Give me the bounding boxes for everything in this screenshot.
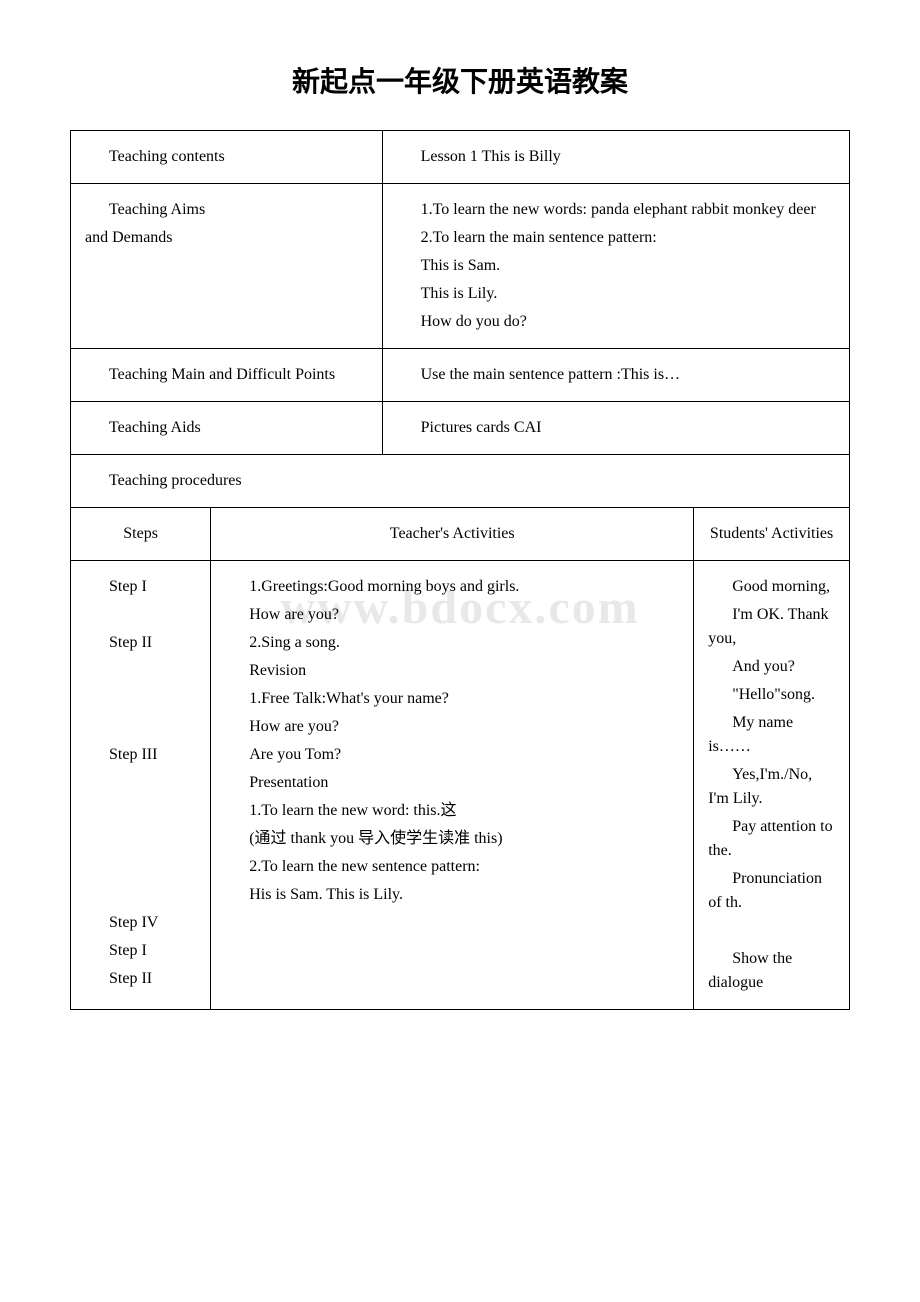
student-activity: My name is…… [708, 711, 835, 759]
teacher-activity: How are you? [225, 603, 679, 627]
teacher-activity: 1.Free Talk:What's your name? [225, 687, 679, 711]
column-header: Steps [123, 525, 158, 542]
teacher-activity: 2.Sing a song. [225, 631, 679, 655]
student-activity: Yes,I'm./No, I'm Lily. [708, 763, 835, 811]
step-label: Step I [85, 939, 196, 963]
teacher-activity: 1.Greetings:Good morning boys and girls. [225, 575, 679, 599]
cell-label: and Demands [85, 226, 368, 250]
student-activity: Show the dialogue [708, 947, 835, 995]
cell-value: Lesson 1 This is Billy [397, 145, 835, 169]
step-label: Step II [85, 967, 196, 991]
cell-value: Pictures cards CAI [397, 416, 835, 440]
table-row: Teaching Aims and Demands 1.To learn the… [71, 184, 850, 349]
lesson-plan-table: Teaching contents Lesson 1 This is Billy… [70, 130, 850, 1010]
cell-label: Teaching procedures [85, 469, 835, 493]
cell-text: How do you do? [397, 310, 835, 334]
column-header: Teacher's Activities [390, 525, 515, 542]
cell-label: Teaching contents [85, 145, 368, 169]
step-label: Step I [85, 575, 196, 599]
cell-text: 2.To learn the main sentence pattern: [397, 226, 835, 250]
table-row: Steps Teacher's Activities Students' Act… [71, 508, 850, 561]
student-activity: Good morning, [708, 575, 835, 599]
teacher-activity: How are you? [225, 715, 679, 739]
step-label: Step II [85, 631, 196, 655]
student-activity: I'm OK. Thank you, [708, 603, 835, 651]
cell-text: This is Sam. [397, 254, 835, 278]
step-label: Step IV [85, 911, 196, 935]
cell-text: This is Lily. [397, 282, 835, 306]
teacher-activity: Are you Tom? [225, 743, 679, 767]
teacher-activity: Presentation [225, 771, 679, 795]
cell-text: 1.To learn the new words: panda elephant… [397, 198, 835, 222]
student-activity: Pronunciation of th. [708, 867, 835, 915]
table-row: Teaching procedures [71, 455, 850, 508]
teacher-activity: 1.To learn the new word: this.这 [225, 799, 679, 823]
teacher-activity: His is Sam. This is Lily. [225, 883, 679, 907]
cell-label: Teaching Main and Difficult Points [85, 363, 368, 387]
table-row: Teaching Aids Pictures cards CAI [71, 402, 850, 455]
page-title: 新起点一年级下册英语教案 [70, 60, 850, 100]
teacher-activity: 2.To learn the new sentence pattern: [225, 855, 679, 879]
cell-label: Teaching Aids [85, 416, 368, 440]
teacher-activity: (通过 thank you 导入使学生读准 this) [225, 827, 679, 851]
student-activity: "Hello"song. [708, 683, 835, 707]
cell-label: Teaching Aims [85, 198, 368, 222]
student-activity: Pay attention to the. [708, 815, 835, 863]
table-row: Teaching Main and Difficult Points Use t… [71, 349, 850, 402]
step-label: Step III [85, 743, 196, 767]
teacher-activity: Revision [225, 659, 679, 683]
column-header: Students' Activities [710, 525, 833, 542]
student-activity: And you? [708, 655, 835, 679]
table-row: Step I Step II Step III Step IV Step I S… [71, 561, 850, 1010]
table-row: Teaching contents Lesson 1 This is Billy [71, 131, 850, 184]
cell-value: Use the main sentence pattern :This is… [397, 363, 835, 387]
